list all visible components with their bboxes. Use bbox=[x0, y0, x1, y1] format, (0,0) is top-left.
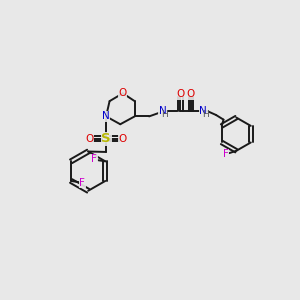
Text: O: O bbox=[118, 134, 127, 144]
Text: F: F bbox=[223, 149, 229, 159]
Text: N: N bbox=[101, 111, 109, 122]
Text: O: O bbox=[119, 88, 127, 98]
Text: H: H bbox=[202, 110, 209, 118]
Text: N: N bbox=[159, 106, 167, 116]
Text: S: S bbox=[101, 132, 111, 145]
Text: F: F bbox=[91, 154, 97, 164]
Text: O: O bbox=[176, 89, 184, 99]
Text: O: O bbox=[187, 89, 195, 99]
Text: F: F bbox=[79, 178, 85, 188]
Text: H: H bbox=[161, 110, 168, 118]
Text: N: N bbox=[200, 106, 207, 116]
Text: O: O bbox=[86, 134, 94, 144]
